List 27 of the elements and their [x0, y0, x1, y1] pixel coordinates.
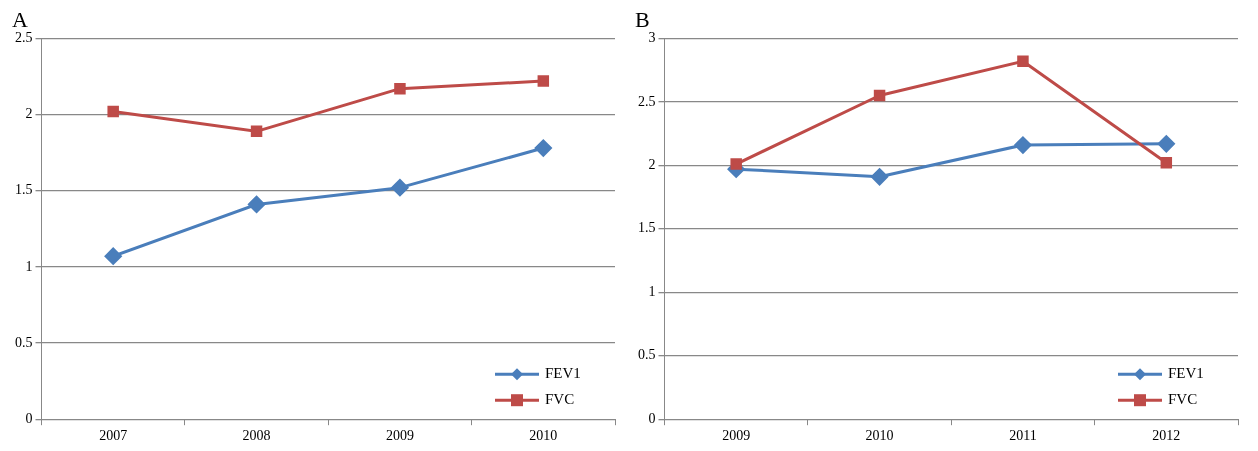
- y-tick-label: 1: [25, 258, 33, 274]
- x-tick-label: 2011: [1009, 428, 1037, 444]
- x-tick-label: 2009: [722, 428, 751, 444]
- legend-label: FEV1: [545, 365, 581, 382]
- y-tick-label: 1.5: [15, 182, 33, 198]
- x-tick-label: 2010: [529, 428, 558, 444]
- legend-label: FVC: [545, 391, 575, 408]
- y-tick-label: 2: [25, 106, 33, 122]
- x-tick-label: 2010: [865, 428, 894, 444]
- y-tick-label: 0.5: [638, 347, 656, 363]
- legend-label: FVC: [1168, 391, 1198, 408]
- x-tick-label: 2012: [1152, 428, 1181, 444]
- y-tick-label: 0.5: [15, 334, 33, 350]
- legend-label: FEV1: [1168, 365, 1204, 382]
- x-tick-label: 2009: [385, 428, 414, 444]
- x-tick-label: 2008: [242, 428, 271, 444]
- chart-title: B: [635, 6, 650, 32]
- x-tick-label: 2007: [99, 428, 128, 444]
- y-tick-label: 2: [648, 157, 656, 173]
- y-tick-label: 2.5: [15, 30, 33, 46]
- y-tick-label: 3: [648, 30, 656, 46]
- y-tick-label: 1.5: [638, 220, 656, 236]
- y-tick-label: 1: [648, 283, 656, 299]
- y-tick-label: 0: [25, 410, 33, 426]
- y-tick-label: 2.5: [638, 93, 656, 109]
- chart-title: A: [12, 6, 28, 32]
- y-tick-label: 0: [648, 410, 656, 426]
